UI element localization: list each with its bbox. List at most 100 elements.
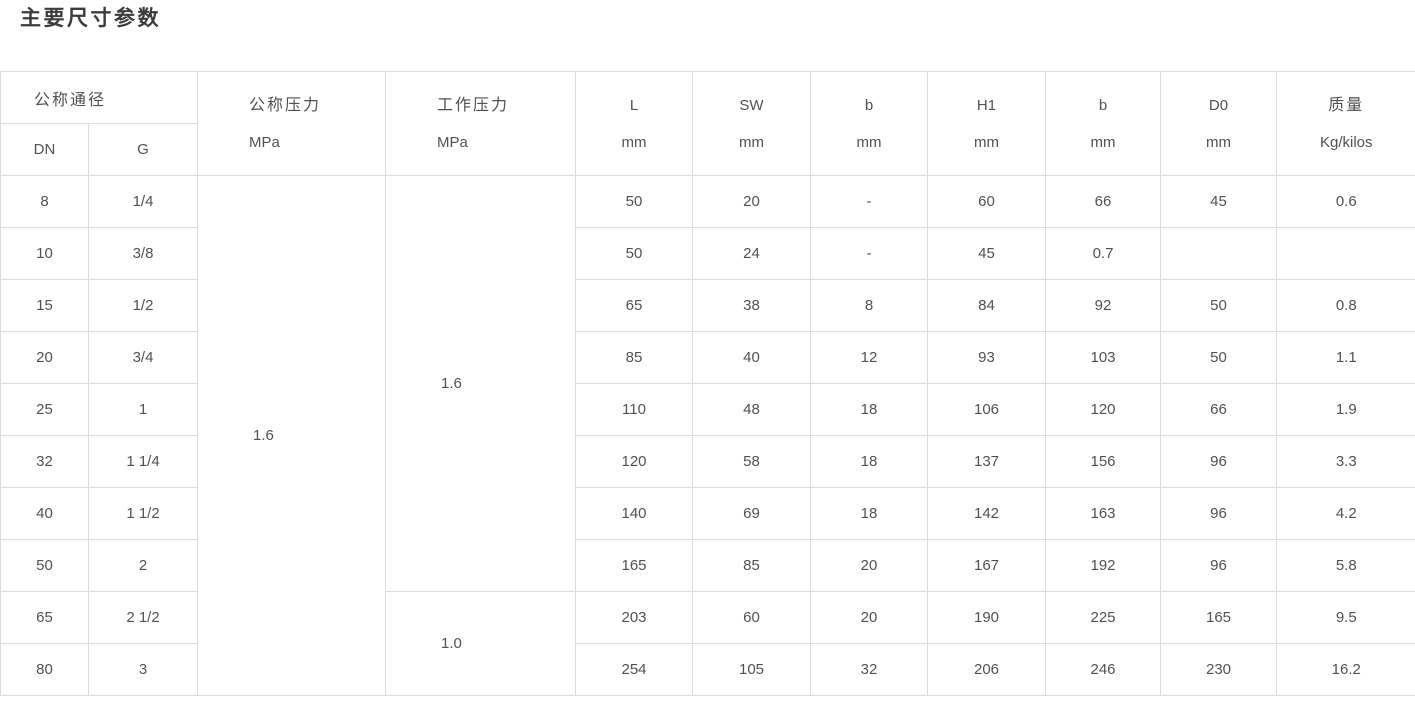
cell-g: 1/4 xyxy=(87,175,199,228)
col-header-b2-name: b xyxy=(1098,96,1108,114)
cell-b2: 0.7 xyxy=(1045,227,1162,280)
cell-sw: 69 xyxy=(692,487,812,540)
cell-b1: 8 xyxy=(810,279,929,332)
cell-l: 85 xyxy=(575,331,694,384)
cell-weight: 4.2 xyxy=(1276,487,1415,540)
col-header-working-pressure: 工作压力 MPa xyxy=(385,71,577,176)
cell-g: 2 1/2 xyxy=(87,591,199,644)
col-header-d0: D0 mm xyxy=(1160,71,1278,176)
cell-working-pressure-upper: 1.6 xyxy=(385,175,577,592)
cell-b1: 20 xyxy=(810,539,929,592)
cell-dn: 15 xyxy=(0,279,89,332)
cell-weight: 16.2 xyxy=(1276,643,1415,696)
cell-weight: 9.5 xyxy=(1276,591,1415,644)
cell-h1: 190 xyxy=(927,591,1047,644)
cell-h1: 93 xyxy=(927,331,1047,384)
cell-b2: 192 xyxy=(1045,539,1162,592)
col-header-nominal-diameter: 公称通径 xyxy=(0,71,199,124)
col-header-nominal-pressure-unit: MPa xyxy=(249,133,280,151)
spec-table: 公称通径 公称压力 MPa 工作压力 MPa L mm SW mm xyxy=(0,71,1415,696)
cell-dn: 32 xyxy=(0,435,89,488)
cell-b1: 32 xyxy=(810,643,929,696)
cell-weight: 5.8 xyxy=(1276,539,1415,592)
cell-g: 1 xyxy=(87,383,199,436)
col-header-b1: b mm xyxy=(810,71,929,176)
cell-b2: 92 xyxy=(1045,279,1162,332)
table-row: 50 2 165 85 20 167 192 96 5.8 xyxy=(0,539,1415,592)
col-header-h1-name: H1 xyxy=(976,96,997,114)
col-header-working-pressure-unit: MPa xyxy=(437,133,468,151)
cell-sw: 40 xyxy=(692,331,812,384)
col-header-l: L mm xyxy=(575,71,694,176)
col-header-sw: SW mm xyxy=(692,71,812,176)
cell-h1: 84 xyxy=(927,279,1047,332)
cell-dn: 50 xyxy=(0,539,89,592)
cell-d0: 50 xyxy=(1160,279,1278,332)
cell-h1: 142 xyxy=(927,487,1047,540)
cell-d0: 96 xyxy=(1160,539,1278,592)
cell-dn: 20 xyxy=(0,331,89,384)
cell-dn: 80 xyxy=(0,643,89,696)
cell-b1: 18 xyxy=(810,487,929,540)
table-row: 32 1 1/4 120 58 18 137 156 96 3.3 xyxy=(0,435,1415,488)
table-row: 8 1/4 1.6 1.6 50 20 - 60 66 45 0.6 xyxy=(0,175,1415,696)
cell-b1: 20 xyxy=(810,591,929,644)
cell-l: 110 xyxy=(575,383,694,436)
col-header-b1-name: b xyxy=(864,96,874,114)
cell-l: 50 xyxy=(575,175,694,228)
cell-l: 50 xyxy=(575,227,694,280)
cell-weight xyxy=(1276,227,1415,280)
cell-sw: 105 xyxy=(692,643,812,696)
cell-dn: 10 xyxy=(0,227,89,280)
cell-b1: 18 xyxy=(810,435,929,488)
cell-sw: 60 xyxy=(692,591,812,644)
cell-h1: 167 xyxy=(927,539,1047,592)
col-header-working-pressure-name: 工作压力 xyxy=(437,96,510,114)
cell-l: 120 xyxy=(575,435,694,488)
col-header-b2: b mm xyxy=(1045,71,1162,176)
cell-b2: 156 xyxy=(1045,435,1162,488)
cell-dn: 65 xyxy=(0,591,89,644)
cell-d0: 66 xyxy=(1160,383,1278,436)
cell-l: 140 xyxy=(575,487,694,540)
col-header-d0-unit: mm xyxy=(1206,133,1232,151)
table-row: 25 1 110 48 18 106 120 66 1.9 xyxy=(0,383,1415,436)
cell-b2: 66 xyxy=(1045,175,1162,228)
cell-d0: 96 xyxy=(1160,487,1278,540)
cell-b2: 103 xyxy=(1045,331,1162,384)
cell-l: 165 xyxy=(575,539,694,592)
cell-g: 2 xyxy=(87,539,199,592)
cell-sw: 58 xyxy=(692,435,812,488)
page-title: 主要尺寸参数 xyxy=(20,7,161,30)
cell-d0: 230 xyxy=(1160,643,1278,696)
col-header-sw-name: SW xyxy=(739,96,764,114)
cell-h1: 60 xyxy=(927,175,1047,228)
cell-g: 3 xyxy=(87,643,199,696)
table-row: 15 1/2 65 38 8 84 92 50 0.8 xyxy=(0,279,1415,332)
cell-d0: 96 xyxy=(1160,435,1278,488)
cell-h1: 137 xyxy=(927,435,1047,488)
table-row: 80 3 254 105 32 206 246 230 16.2 xyxy=(0,643,1415,696)
cell-g: 3/4 xyxy=(87,331,199,384)
cell-weight: 3.3 xyxy=(1276,435,1415,488)
col-header-weight: 质量 Kg/kilos xyxy=(1276,71,1415,176)
cell-weight: 0.8 xyxy=(1276,279,1415,332)
cell-b1: - xyxy=(810,227,929,280)
header-row-1: 公称通径 公称压力 MPa 工作压力 MPa L mm SW mm xyxy=(0,71,1415,176)
col-header-nominal-pressure-name: 公称压力 xyxy=(249,96,322,114)
cell-b2: 120 xyxy=(1045,383,1162,436)
cell-sw: 48 xyxy=(692,383,812,436)
cell-g: 1 1/2 xyxy=(87,487,199,540)
cell-b2: 225 xyxy=(1045,591,1162,644)
cell-d0 xyxy=(1160,227,1278,280)
cell-sw: 20 xyxy=(692,175,812,228)
cell-nominal-pressure: 1.6 xyxy=(197,175,387,696)
col-header-l-name: L xyxy=(629,96,639,114)
cell-sw: 24 xyxy=(692,227,812,280)
col-header-dn: DN xyxy=(0,123,89,176)
table-row: 40 1 1/2 140 69 18 142 163 96 4.2 xyxy=(0,487,1415,540)
header-row-2: DN G xyxy=(0,123,1415,176)
col-header-g: G xyxy=(87,123,199,176)
cell-g: 1/2 xyxy=(87,279,199,332)
